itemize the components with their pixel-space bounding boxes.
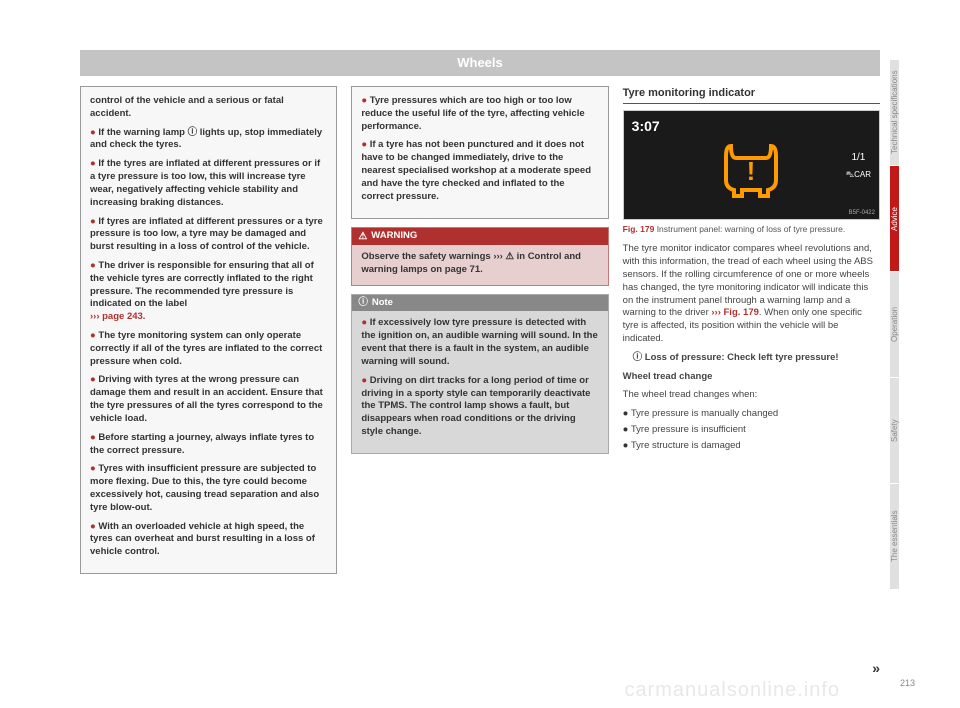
warning-text: Observe the safety warnings ››› ⚠ in Con… <box>361 251 598 277</box>
watermark: carmanualsonline.info <box>624 679 840 702</box>
info-box-top: ● Tyre pressures which are too high or t… <box>351 86 608 219</box>
warning-icon: ⚠ <box>358 230 367 244</box>
tab-advice[interactable]: Advice <box>890 166 899 271</box>
bullet-2: Tyre pressure is insufficient <box>623 424 880 437</box>
box1-p9: ● Tyres with insufficient pressure are s… <box>90 463 327 514</box>
page-container: Wheels control of the vehicle and a seri… <box>80 50 880 670</box>
page-title: Wheels <box>80 50 880 76</box>
box1-p8: ● Before starting a journey, always infl… <box>90 432 327 458</box>
tab-operation[interactable]: Operation <box>890 272 899 377</box>
column-3: Tyre monitoring indicator 3:07 1/1 ⛍CAR … <box>623 86 880 582</box>
figure-count: 1/1 <box>846 151 871 165</box>
side-tabs: Technical specifications Advice Operatio… <box>890 60 930 590</box>
box1-p10: ● With an overloaded vehicle at high spe… <box>90 521 327 559</box>
warning-box-continued: control of the vehicle and a serious or … <box>80 86 337 574</box>
warning-header: ⚠ WARNING <box>352 228 607 246</box>
page-number: 213 <box>900 678 915 688</box>
body-text: The tyre monitor indicator compares whee… <box>623 243 880 452</box>
box1-p5: ● The driver is responsible for ensuring… <box>90 260 327 324</box>
section-title: Tyre monitoring indicator <box>623 86 880 104</box>
column-1: control of the vehicle and a serious or … <box>80 86 337 582</box>
note-p2: ● Driving on dirt tracks for a long peri… <box>361 375 598 439</box>
tab-safety[interactable]: Safety <box>890 378 899 483</box>
note-title: Note <box>372 297 393 310</box>
box1-p4: ● If tyres are inflated at different pre… <box>90 216 327 254</box>
box1-p7: ● Driving with tyres at the wrong pressu… <box>90 374 327 425</box>
figure-caption-text: Instrument panel: warning of loss of tyr… <box>657 224 846 234</box>
content-columns: control of the vehicle and a serious or … <box>80 86 880 582</box>
box2-p1: ● Tyre pressures which are too high or t… <box>361 95 598 133</box>
loss-pressure-line: ⓘ Loss of pressure: Check left tyre pres… <box>623 352 880 365</box>
box1-p1: control of the vehicle and a serious or … <box>90 95 327 121</box>
figure-car-icon: ⛍CAR <box>846 170 871 181</box>
box1-p2: ● If the warning lamp ⓘ lights up, stop … <box>90 127 327 153</box>
box1-p3: ● If the tyres are inflated at different… <box>90 158 327 209</box>
continuation-arrow: » <box>872 660 880 676</box>
warning-box: ⚠ WARNING Observe the safety warnings ››… <box>351 227 608 286</box>
body-p1: The tyre monitor indicator compares whee… <box>623 243 880 346</box>
figure-right-info: 1/1 ⛍CAR <box>846 151 871 181</box>
box1-p6: ● The tyre monitoring system can only op… <box>90 330 327 368</box>
warning-title: WARNING <box>371 230 417 243</box>
bullet-3: Tyre structure is damaged <box>623 440 880 453</box>
subheading: Wheel tread change <box>623 371 880 384</box>
figure-id: B5F-0422 <box>849 209 875 217</box>
bullet-1: Tyre pressure is manually changed <box>623 408 880 421</box>
note-p1: ● If excessively low tyre pressure is de… <box>361 317 598 368</box>
tab-essentials[interactable]: The essentials <box>890 484 899 589</box>
note-header: ⓘ Note <box>352 295 607 312</box>
body-p2: The wheel tread changes when: <box>623 389 880 402</box>
note-box: ⓘ Note ● If excessively low tyre pressur… <box>351 294 608 454</box>
tab-tech-specs[interactable]: Technical specifications <box>890 60 899 165</box>
info-icon: ⓘ <box>358 297 368 310</box>
figure-caption: Fig. 179 Instrument panel: warning of lo… <box>623 224 880 235</box>
box2-p2: ● If a tyre has not been punctured and i… <box>361 139 598 203</box>
tpms-icon: ! <box>716 138 786 198</box>
svg-text:!: ! <box>747 156 756 186</box>
instrument-panel-figure: 3:07 1/1 ⛍CAR ! B5F-0422 <box>623 110 880 220</box>
column-2: ● Tyre pressures which are too high or t… <box>351 86 608 582</box>
figure-time: 3:07 <box>632 117 660 136</box>
figure-number: Fig. 179 <box>623 224 655 234</box>
